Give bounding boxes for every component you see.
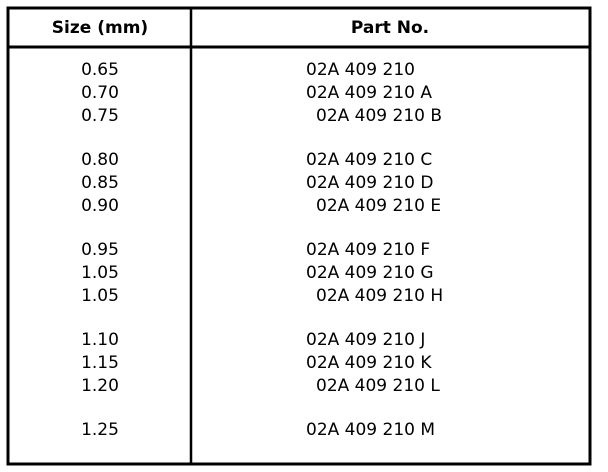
part-cell: 02A 409 210 D — [306, 173, 433, 193]
part-cell: 02A 409 210 M — [306, 420, 435, 440]
part-cell: 02A 409 210 C — [306, 150, 432, 170]
size-cell: 1.20 — [81, 376, 119, 396]
part-cell: 02A 409 210 E — [316, 196, 441, 216]
size-cell: 1.15 — [81, 353, 119, 373]
part-cell: 02A 409 210 B — [316, 106, 442, 126]
size-cell: 0.95 — [81, 240, 119, 260]
part-cell: 02A 409 210 H — [316, 286, 443, 306]
size-cell: 0.80 — [81, 150, 119, 170]
part-cell: 02A 409 210 J — [306, 330, 425, 350]
header-cell: Size (mm) — [52, 18, 148, 38]
size-cell: 1.05 — [81, 286, 119, 306]
part-cell: 02A 409 210 — [306, 60, 415, 80]
size-cell: 0.70 — [81, 83, 119, 103]
header-cell: Part No. — [351, 18, 429, 38]
size-cell: 1.25 — [81, 420, 119, 440]
size-cell: 1.05 — [81, 263, 119, 283]
size-cell: 0.85 — [81, 173, 119, 193]
part-cell: 02A 409 210 L — [316, 376, 440, 396]
size-cell: 0.65 — [81, 60, 119, 80]
size-cell: 0.75 — [81, 106, 119, 126]
part-cell: 02A 409 210 F — [306, 240, 430, 260]
part-cell: 02A 409 210 K — [306, 353, 432, 373]
part-cell: 02A 409 210 A — [306, 83, 432, 103]
part-cell: 02A 409 210 G — [306, 263, 434, 283]
size-cell: 0.90 — [81, 196, 119, 216]
table-border — [6, 6, 592, 466]
size-cell: 1.10 — [81, 330, 119, 350]
